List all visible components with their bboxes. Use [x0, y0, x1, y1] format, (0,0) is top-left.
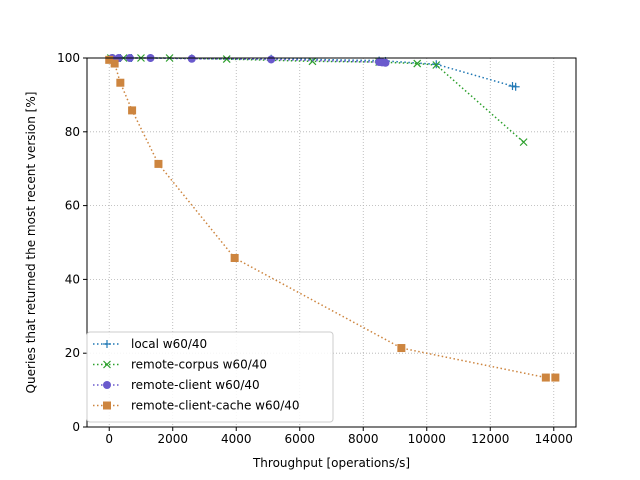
legend-box	[86, 331, 334, 423]
y-tick-label: 100	[57, 51, 80, 65]
y-axis-label: Queries that returned the most recent ve…	[24, 92, 38, 394]
x-tick-label: 8000	[348, 432, 379, 446]
legend-label: local w60/40	[131, 337, 207, 351]
marker-stroke	[413, 59, 422, 68]
marker-stroke	[103, 360, 111, 369]
y-tick-label: 40	[65, 272, 80, 286]
y-tick-label: 20	[65, 346, 80, 360]
data-point-remote-client-cache-w60-40	[110, 59, 119, 68]
x-tick-label: 2000	[157, 432, 188, 446]
legend-item-remote-corpus-w60-40: remote-corpus w60/40	[93, 358, 267, 372]
x-tick-label: 4000	[221, 432, 252, 446]
data-point-remote-client-cache-w60-40	[541, 373, 550, 382]
y-tick-label: 80	[65, 125, 80, 139]
y-tick-label: 60	[65, 199, 80, 213]
legend: local w60/40 remote-corpus w60/40 remote-c…	[86, 331, 334, 423]
x-tick-label: 10000	[408, 432, 446, 446]
y-tick-label: 0	[72, 420, 80, 434]
data-point-remote-corpus-w60-40	[222, 55, 231, 64]
legend-label: remote-client-cache w60/40	[131, 399, 300, 413]
data-point-remote-corpus-w60-40	[432, 61, 441, 69]
x-axis-label: Throughput [operations/s]	[252, 456, 410, 470]
legend-marker	[103, 340, 111, 348]
marker-stroke	[222, 55, 231, 64]
data-point-remote-client-cache-w60-40	[116, 78, 125, 87]
legend-label: remote-client w60/40	[131, 378, 260, 392]
legend-marker	[103, 401, 111, 410]
data-point-remote-client-w60-40	[267, 55, 276, 64]
legend-marker	[103, 360, 111, 369]
axes: 0 2000 4000 6000 8000 10000 12000 14000 0 20 40 60 8…	[57, 51, 573, 446]
data-point-remote-client-cache-w60-40	[230, 253, 239, 262]
data-point-remote-client-cache-w60-40	[154, 159, 163, 168]
legend-item-remote-client-cache-w60-40: remote-client-cache w60/40	[93, 399, 300, 413]
legend-marker	[103, 381, 111, 389]
x-tick-label: 0	[105, 432, 113, 446]
data-point-remote-client-cache-w60-40	[105, 55, 114, 64]
data-point-remote-corpus-w60-40	[308, 57, 317, 66]
legend-item-local-w60-40: local w60/40	[93, 337, 207, 351]
data-point-remote-corpus-w60-40	[519, 138, 528, 147]
x-tick-label: 12000	[471, 432, 509, 446]
legend-label: remote-corpus w60/40	[131, 358, 267, 372]
data-point-remote-corpus-w60-40	[413, 59, 422, 68]
data-point-remote-client-cache-w60-40	[128, 106, 137, 115]
plot-frame	[86, 57, 577, 428]
marker-stroke	[519, 138, 528, 147]
data-point-remote-client-w60-40	[381, 58, 390, 67]
series-remote-client-cache-w60-40	[105, 55, 560, 382]
legend-item-remote-client-w60-40: remote-client w60/40	[93, 378, 260, 392]
data-point-local-w60-40	[511, 82, 520, 91]
x-tick-label: 6000	[284, 432, 315, 446]
marker-stroke	[308, 57, 317, 66]
x-tick-label: 14000	[535, 432, 573, 446]
marker-stroke	[432, 61, 441, 69]
data-point-remote-client-cache-w60-40	[551, 373, 560, 382]
data-point-remote-client-cache-w60-40	[397, 344, 406, 353]
data-point-remote-client-w60-40	[187, 54, 196, 63]
